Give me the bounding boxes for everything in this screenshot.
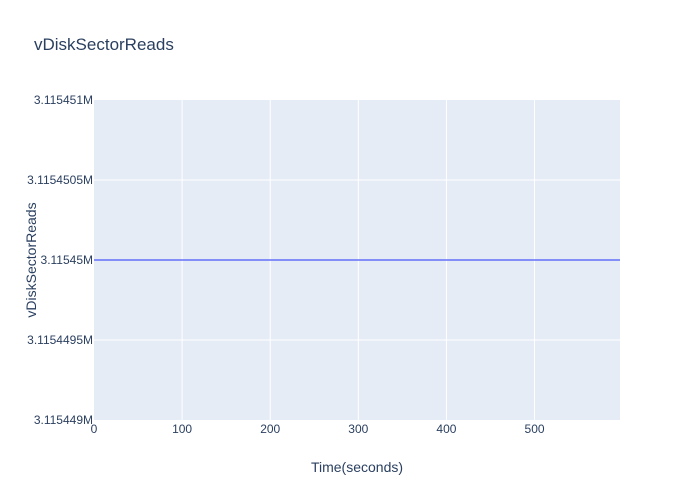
chart-title: vDiskSectorReads	[34, 35, 174, 54]
x-axis-title: Time(seconds)	[311, 459, 403, 475]
x-tick-label: 300	[348, 422, 368, 436]
x-tick-label: 200	[260, 422, 280, 436]
y-axis-title: vDiskSectorReads	[23, 202, 39, 317]
y-tick-label: 3.115449M	[34, 413, 93, 427]
x-tick-label: 0	[91, 422, 98, 436]
x-tick-label: 500	[525, 422, 545, 436]
y-axis-ticks: 3.115449M 3.1154495M 3.11545M 3.1154505M 3.1…	[27, 93, 93, 427]
y-tick-label: 3.1154505M	[27, 173, 93, 187]
y-tick-label: 3.11545M	[41, 253, 93, 267]
y-tick-label: 3.115451M	[34, 93, 93, 107]
x-tick-label: 100	[172, 422, 192, 436]
y-tick-label: 3.1154495M	[27, 333, 93, 347]
x-tick-label: 400	[436, 422, 456, 436]
x-axis-ticks: 0 100 200 300 400 500	[91, 422, 545, 436]
